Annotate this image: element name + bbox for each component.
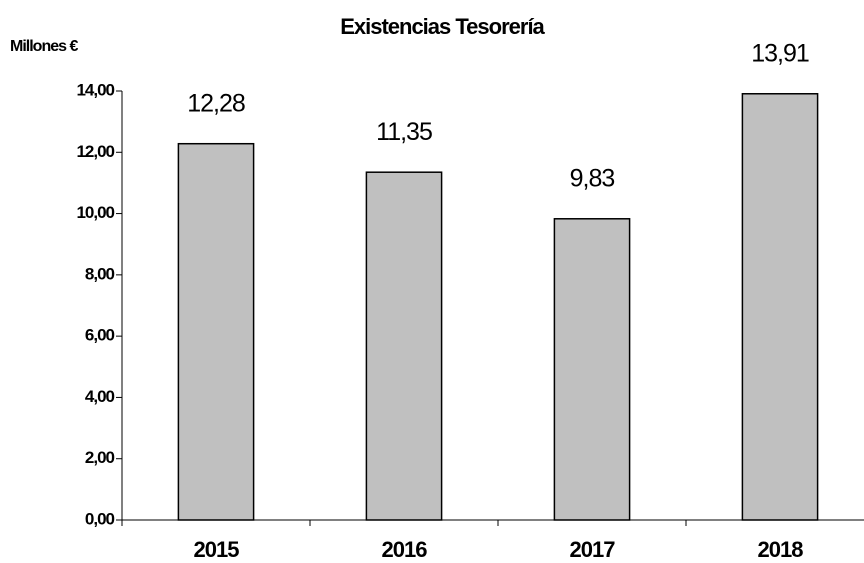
y-tick-label: 2,00 [85, 448, 115, 467]
value-label: 13,91 [751, 39, 809, 67]
x-tick-label: 2018 [758, 537, 804, 562]
bar [365, 171, 443, 521]
y-tick-label: 8,00 [85, 264, 115, 283]
value-label: 12,28 [187, 89, 245, 117]
value-label: 11,35 [376, 118, 432, 146]
y-axis-label: Millones € [10, 38, 78, 55]
value-label: 9,83 [570, 164, 615, 192]
bar [553, 218, 631, 521]
y-tick-label: 12,00 [76, 142, 114, 161]
x-tick-label: 2015 [194, 537, 240, 562]
bar [741, 93, 819, 521]
y-tick-label: 4,00 [85, 387, 115, 406]
y-tick-label: 0,00 [85, 509, 115, 528]
x-tick-label: 2016 [382, 537, 428, 562]
bar [177, 142, 255, 521]
y-tick-label: 14,00 [76, 80, 114, 99]
chart-title: Existencias Tesorería [340, 14, 545, 39]
y-tick-label: 10,00 [76, 203, 114, 222]
x-tick-label: 2017 [570, 537, 616, 562]
y-tick-label: 6,00 [85, 326, 115, 345]
